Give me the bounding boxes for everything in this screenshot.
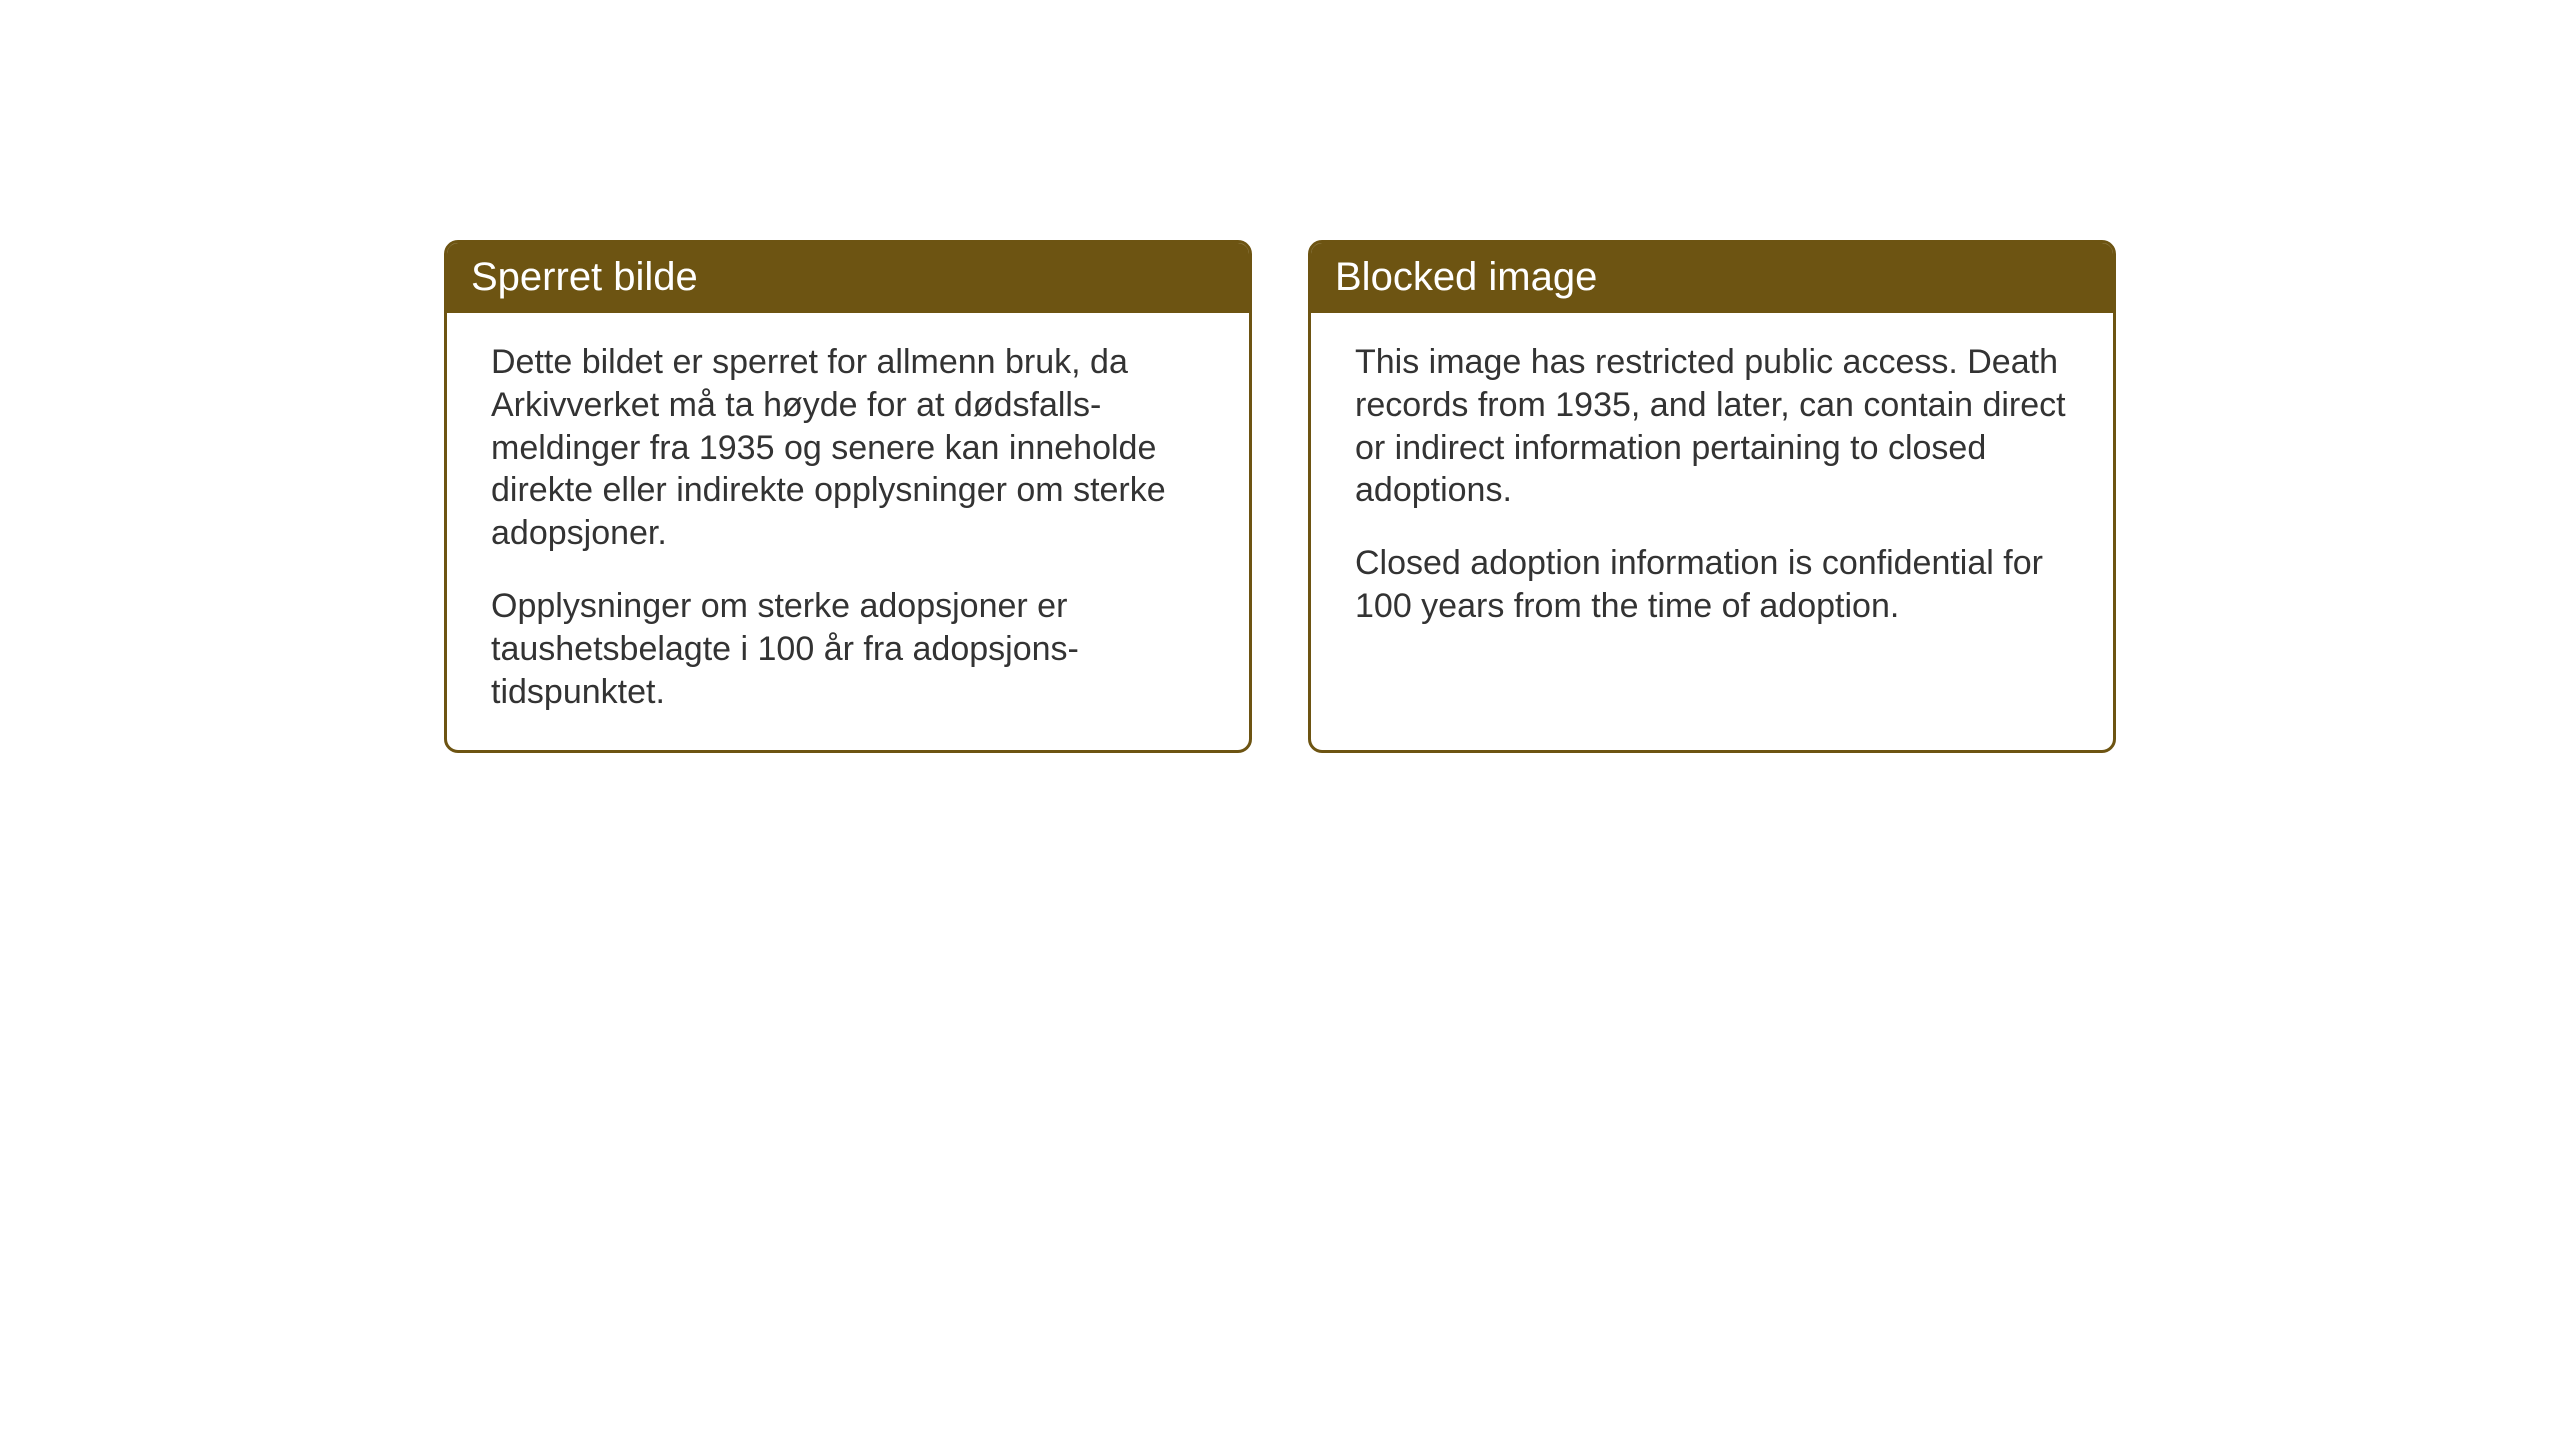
english-paragraph-2: Closed adoption information is confident…: [1355, 542, 2069, 628]
norwegian-notice-card: Sperret bilde Dette bildet er sperret fo…: [444, 240, 1252, 753]
english-paragraph-1: This image has restricted public access.…: [1355, 341, 2069, 512]
english-card-title: Blocked image: [1311, 243, 2113, 313]
english-notice-card: Blocked image This image has restricted …: [1308, 240, 2116, 753]
norwegian-paragraph-2: Opplysninger om sterke adopsjoner er tau…: [491, 585, 1205, 713]
norwegian-card-body: Dette bildet er sperret for allmenn bruk…: [447, 313, 1249, 750]
english-card-body: This image has restricted public access.…: [1311, 313, 2113, 664]
notice-container: Sperret bilde Dette bildet er sperret fo…: [444, 240, 2116, 753]
norwegian-card-title: Sperret bilde: [447, 243, 1249, 313]
norwegian-paragraph-1: Dette bildet er sperret for allmenn bruk…: [491, 341, 1205, 555]
